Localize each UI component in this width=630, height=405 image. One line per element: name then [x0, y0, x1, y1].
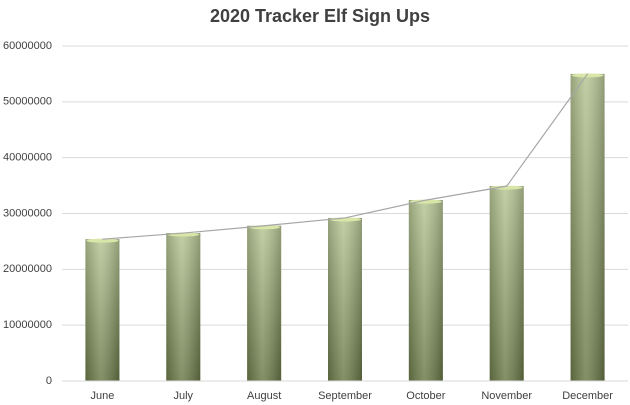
- y-tick-label: 30000000: [3, 207, 52, 219]
- y-tick-label: 60000000: [3, 40, 52, 52]
- y-tick-label: 10000000: [3, 319, 52, 331]
- trend-line: [102, 73, 589, 240]
- y-tick-label: 20000000: [3, 263, 52, 275]
- bar-shading: [166, 233, 201, 381]
- bar-cap: [86, 238, 119, 243]
- x-tick-label: August: [247, 390, 281, 402]
- bar-shading: [247, 225, 282, 381]
- bar-shading: [570, 73, 605, 382]
- x-tick-label: September: [318, 390, 372, 402]
- bar-shading: [85, 239, 120, 381]
- x-tick-label: November: [481, 390, 532, 402]
- x-tick-label: June: [90, 390, 114, 402]
- x-tick-label: July: [174, 390, 194, 402]
- bar-shading: [328, 217, 362, 381]
- y-tick-label: 50000000: [3, 96, 52, 108]
- bar-cap: [409, 199, 442, 204]
- bar-shading: [408, 200, 443, 381]
- chart-title: 2020 Tracker Elf Sign Ups: [210, 6, 430, 26]
- bar-cap: [490, 185, 523, 190]
- y-tick-label: 0: [46, 375, 52, 387]
- bar-shading: [489, 186, 524, 381]
- x-tick-label: October: [406, 390, 445, 402]
- bar-cap: [571, 73, 604, 78]
- x-tick-label: December: [562, 390, 613, 402]
- y-tick-label: 40000000: [3, 152, 52, 164]
